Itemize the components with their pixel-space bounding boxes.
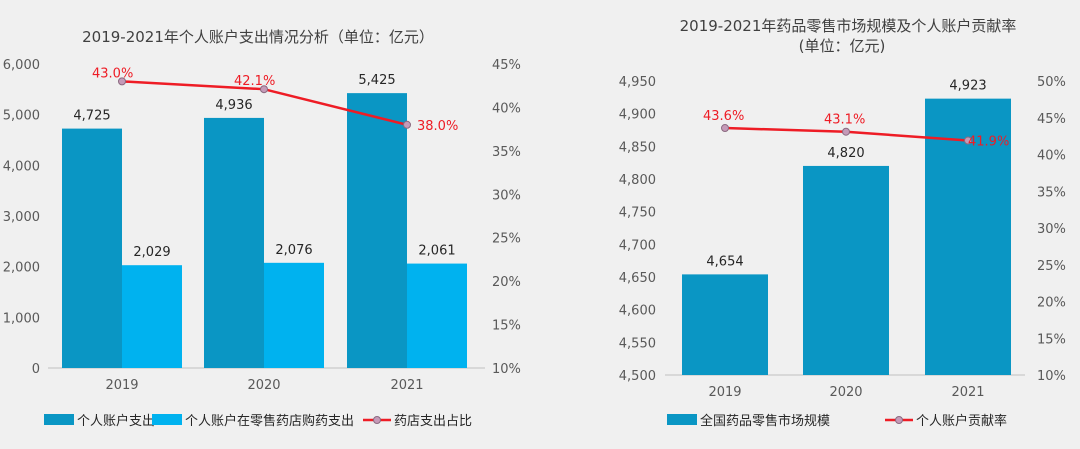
chart-2-bars: 4,654 4,820 4,923	[682, 79, 1011, 375]
x-tick-label: 2019	[105, 378, 138, 393]
line-marker	[403, 120, 411, 129]
chart-1-bars: 4,725 4,936 5,425 2,029 2,076 2,061	[62, 73, 467, 368]
line-marker	[721, 124, 729, 133]
bar-value-label: 4,725	[73, 109, 110, 124]
bar	[204, 117, 264, 368]
legend-swatch	[667, 414, 697, 425]
bar	[264, 262, 324, 368]
legend-label: 药店支出占比	[394, 414, 472, 429]
line-marker	[842, 127, 850, 136]
legend-label: 个人账户在零售药店购药支出	[185, 413, 354, 429]
y-tick-label: 4,500	[619, 369, 656, 384]
y-tick-label: 4,550	[619, 336, 656, 351]
y2-tick-label: 25%	[1037, 259, 1066, 274]
chart-1-line: 43.0% 42.1% 38.0%	[92, 66, 458, 133]
line-value-label: 43.6%	[703, 109, 744, 124]
y2-tick-label: 35%	[492, 145, 521, 160]
y-tick-label: 4,900	[619, 108, 656, 123]
y2-tick-label: 15%	[1037, 332, 1066, 347]
bar	[407, 263, 467, 368]
y-tick-label: 4,800	[619, 173, 656, 188]
y-tick-label: 4,950	[619, 75, 656, 90]
x-tick-label: 2019	[708, 385, 741, 400]
bar	[122, 265, 182, 368]
legend-marker	[373, 416, 381, 424]
y-tick-label: 4,600	[619, 304, 656, 319]
chart-2-x-axis: 2019 2020 2021	[708, 385, 984, 400]
chart-1-y2-axis: 10% 15% 20% 25% 30% 35% 40% 45%	[492, 58, 521, 377]
y2-tick-label: 45%	[1037, 112, 1066, 127]
line-value-label: 38.0%	[417, 119, 458, 134]
bar-value-label: 4,654	[706, 254, 743, 269]
line-marker	[964, 136, 972, 145]
y2-tick-label: 20%	[1037, 296, 1066, 311]
chart-2-line: 43.6% 43.1% 41.9%	[703, 109, 1009, 149]
line-marker	[260, 85, 268, 94]
legend-label: 个人账户支出	[77, 413, 155, 429]
x-tick-label: 2021	[390, 378, 423, 393]
line-value-label: 42.1%	[234, 74, 275, 89]
y-tick-label: 1,000	[3, 311, 40, 326]
bar	[62, 128, 122, 368]
chart-1-y-axis: 0 1,000 2,000 3,000 4,000 5,000 6,000	[3, 58, 40, 377]
x-tick-label: 2020	[829, 385, 862, 400]
y2-tick-label: 15%	[492, 319, 521, 334]
chart-2-y2-axis: 10% 15% 20% 25% 30% 35% 40% 45% 50%	[1037, 75, 1066, 384]
x-tick-label: 2021	[951, 385, 984, 400]
bar-value-label: 4,923	[949, 79, 986, 94]
bar-value-label: 2,076	[275, 243, 312, 258]
y-tick-label: 6,000	[3, 58, 40, 73]
chart-2: 2019-2021年药品零售市场规模及个人账户贡献率 (单位：亿元) 4,500…	[619, 17, 1066, 429]
chart-2-y-axis: 4,500 4,550 4,600 4,650 4,700 4,750 4,800 4,850…	[619, 75, 656, 384]
legend-swatch	[152, 414, 182, 425]
legend-label: 个人账户贡献率	[916, 413, 1007, 429]
bar	[925, 98, 1011, 375]
y2-tick-label: 45%	[492, 58, 521, 73]
bar-value-label: 4,936	[215, 98, 252, 113]
y-tick-label: 4,000	[3, 159, 40, 174]
chart-2-title: 2019-2021年药品零售市场规模及个人账户贡献率	[680, 17, 1017, 35]
y2-tick-label: 10%	[1037, 369, 1066, 384]
legend-label: 全国药品零售市场规模	[700, 413, 830, 429]
bar-value-label: 2,029	[133, 245, 170, 260]
legend-swatch	[44, 414, 74, 425]
y2-tick-label: 35%	[1037, 185, 1066, 200]
y2-tick-label: 40%	[492, 101, 521, 116]
y-tick-label: 3,000	[3, 210, 40, 225]
y2-tick-label: 30%	[1037, 222, 1066, 237]
bar-value-label: 5,425	[358, 73, 395, 88]
y-tick-label: 4,750	[619, 206, 656, 221]
y2-tick-label: 30%	[492, 188, 521, 203]
y-tick-label: 4,700	[619, 238, 656, 253]
y2-tick-label: 20%	[492, 275, 521, 290]
y-tick-label: 2,000	[3, 261, 40, 276]
y-tick-label: 4,850	[619, 140, 656, 155]
bar	[803, 165, 889, 375]
y-tick-label: 5,000	[3, 109, 40, 124]
bar-value-label: 2,061	[418, 244, 455, 259]
bar	[347, 93, 407, 368]
chart-1-legend: 个人账户支出 个人账户在零售药店购药支出 药店支出占比	[44, 413, 472, 429]
line-value-label: 43.0%	[92, 66, 133, 81]
line-value-label: 41.9%	[968, 135, 1009, 150]
bar	[682, 274, 768, 375]
chart-1-x-axis: 2019 2020 2021	[105, 378, 423, 393]
chart-2-legend: 全国药品零售市场规模 个人账户贡献率	[667, 413, 1007, 429]
y2-tick-label: 25%	[492, 232, 521, 247]
line-value-label: 43.1%	[824, 113, 865, 128]
chart-1-title: 2019-2021年个人账户支出情况分析（单位：亿元）	[82, 28, 434, 46]
bar-value-label: 4,820	[827, 146, 864, 161]
y2-tick-label: 40%	[1037, 149, 1066, 164]
chart-1: 2019-2021年个人账户支出情况分析（单位：亿元） 0 1,000 2,000 3…	[3, 28, 521, 429]
legend-marker	[895, 416, 903, 424]
x-tick-label: 2020	[247, 378, 280, 393]
chart-2-subtitle: (单位：亿元)	[799, 37, 886, 55]
y2-tick-label: 10%	[492, 362, 521, 377]
y-tick-label: 0	[32, 362, 40, 377]
y-tick-label: 4,650	[619, 271, 656, 286]
line-marker	[118, 77, 126, 86]
y2-tick-label: 50%	[1037, 75, 1066, 90]
